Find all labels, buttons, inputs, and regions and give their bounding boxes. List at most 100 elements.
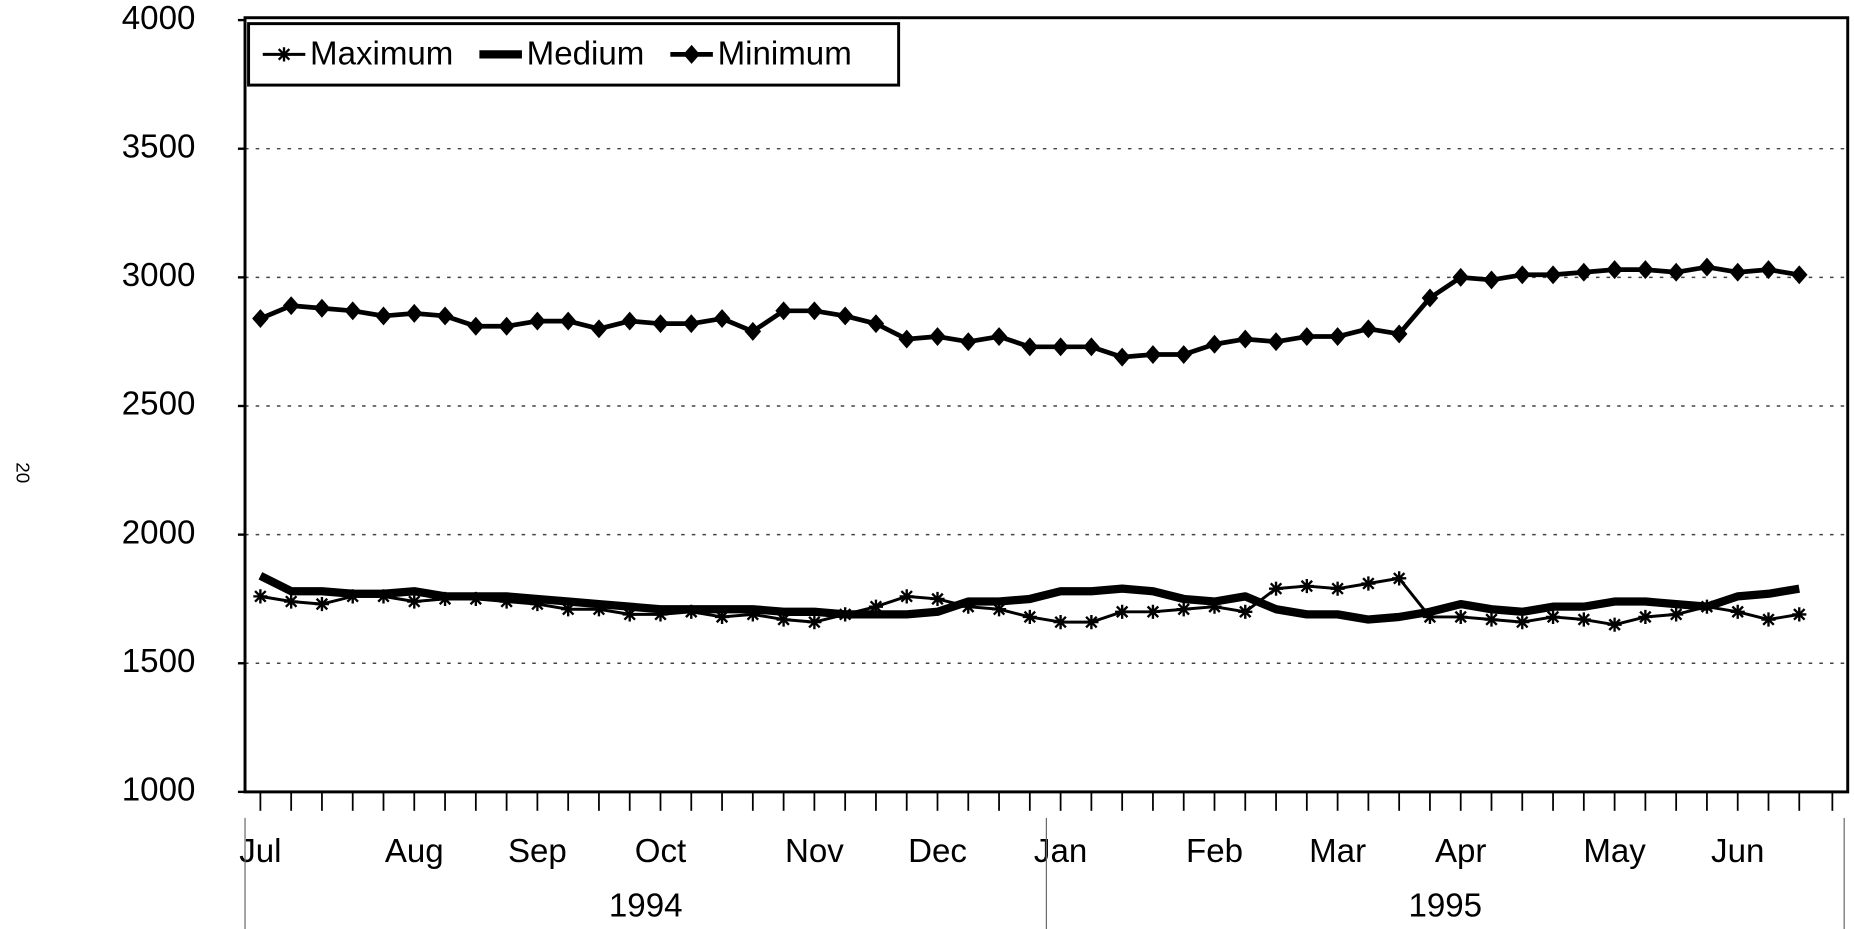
diamond-marker [1298, 327, 1316, 346]
diamond-marker [1267, 332, 1285, 352]
x-tick-label: Apr [1435, 833, 1486, 870]
star-marker [868, 599, 884, 614]
diamond-marker [1790, 265, 1808, 285]
diamond-marker [344, 301, 361, 321]
star-marker [530, 596, 545, 612]
star-marker [253, 589, 268, 604]
x-tick-label: Sep [508, 833, 567, 870]
diamond-marker [467, 316, 485, 336]
star-marker [1299, 578, 1314, 594]
star-marker [499, 594, 514, 609]
star-marker [1545, 609, 1561, 625]
legend-box [247, 22, 901, 87]
star-marker [1576, 612, 1591, 627]
diamond-marker [1483, 270, 1500, 290]
star-marker [1361, 576, 1376, 591]
star-marker [1330, 581, 1345, 596]
diamond-marker [959, 332, 977, 352]
diamond-marker [1513, 265, 1531, 285]
star-marker [407, 594, 422, 609]
diamond-marker [1698, 257, 1716, 277]
diamond-marker [436, 306, 454, 326]
diamond-marker [806, 301, 823, 321]
legend-label: Maximum [310, 35, 453, 72]
diamond-marker [867, 314, 885, 334]
star-marker [284, 594, 299, 609]
star-marker [714, 609, 730, 625]
star-marker [1053, 615, 1068, 630]
star-marker [1084, 615, 1099, 630]
legend-label: Medium [527, 35, 645, 72]
series [258, 572, 1800, 624]
diamond-marker [1052, 337, 1069, 357]
star-marker [1669, 607, 1684, 622]
diamond-marker [652, 314, 669, 334]
star-marker [1638, 609, 1653, 625]
diamond-marker [1452, 267, 1469, 287]
diamond-marker [1544, 265, 1562, 285]
star-marker [1515, 615, 1530, 630]
plot-frame [243, 16, 1850, 794]
star-marker [1730, 604, 1745, 619]
star-marker [899, 589, 914, 604]
star-marker [1268, 581, 1284, 596]
diamond-marker [1236, 329, 1254, 349]
diamond-marker [1083, 337, 1100, 357]
x-tick-label: Mar [1309, 833, 1366, 870]
star-marker [1392, 571, 1407, 586]
series [252, 257, 1808, 367]
x-tick-label: Oct [635, 833, 686, 870]
diamond-marker [1390, 324, 1408, 344]
diamond-marker [1729, 262, 1746, 282]
diamond-marker [375, 306, 392, 326]
diamond-marker [929, 327, 946, 346]
star-marker [961, 599, 976, 614]
y-tick-label: 4000 [122, 0, 196, 37]
y-tick-label: 3500 [122, 128, 196, 165]
star-marker [1453, 609, 1468, 625]
group-label: 1995 [1408, 887, 1482, 924]
diamond-marker [1206, 334, 1223, 354]
x-tick-label: Jun [1711, 833, 1764, 870]
diamond-marker [406, 303, 423, 323]
diamond-marker [1113, 347, 1131, 367]
y-tick-label: 3000 [122, 257, 196, 294]
star-marker [1115, 604, 1130, 619]
diamond-marker [898, 329, 915, 349]
star-marker [776, 612, 791, 627]
star-marker [1792, 607, 1807, 622]
x-tick-label: Aug [385, 833, 444, 870]
diamond-marker [1667, 262, 1685, 282]
diamond-marker [1575, 262, 1593, 282]
star-marker [276, 47, 292, 62]
star-marker [653, 607, 668, 622]
star-marker [591, 602, 607, 617]
diamond-marker [590, 319, 608, 339]
y-tick-label: 1000 [122, 772, 196, 809]
diamond-marker [252, 309, 269, 328]
x-tick-label: May [1583, 833, 1646, 870]
diamond-marker [1329, 327, 1346, 346]
diamond-marker [1360, 319, 1377, 339]
diamond-marker [713, 309, 731, 328]
star-marker [1607, 617, 1622, 632]
star-marker [930, 591, 945, 607]
group-label: 1994 [609, 887, 683, 924]
star-marker [1145, 604, 1161, 619]
x-tick-label: Dec [908, 833, 967, 870]
diamond-marker [1606, 260, 1623, 280]
diamond-marker [1144, 345, 1162, 364]
star-marker [1422, 609, 1438, 625]
star-marker [1484, 612, 1499, 627]
x-tick-label: Jan [1034, 833, 1087, 870]
star-marker [807, 615, 822, 630]
star-marker [745, 607, 760, 622]
y-tick-label: 2000 [122, 514, 196, 551]
star-marker [314, 596, 330, 612]
diamond-marker [621, 311, 638, 331]
legend-label: Minimum [718, 35, 852, 72]
diamond-marker [1421, 288, 1439, 308]
star-marker [1207, 599, 1222, 614]
diamond-marker [1637, 260, 1654, 280]
